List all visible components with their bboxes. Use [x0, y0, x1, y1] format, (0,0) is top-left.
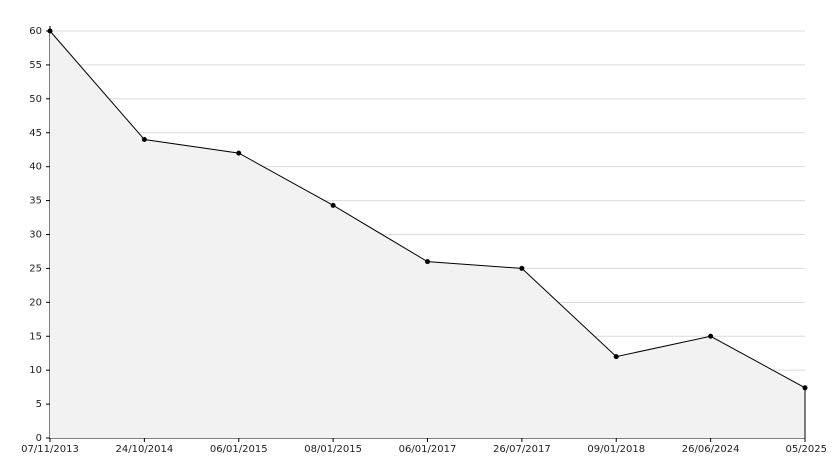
x-tick-label: 06/01/2015: [210, 444, 268, 455]
y-tick-label: 45: [29, 128, 42, 139]
x-tick-label: 06/01/2017: [399, 444, 457, 455]
x-tick-label: 05/2025: [785, 444, 827, 455]
y-tick-label: 55: [29, 60, 42, 71]
y-tick-label: 35: [29, 196, 42, 207]
y-tick-label: 20: [29, 297, 42, 308]
x-tick-label: 26/07/2017: [493, 444, 551, 455]
x-tick-label: 07/11/2013: [21, 444, 79, 455]
y-tick-label: 0: [36, 433, 42, 444]
marker: [330, 202, 336, 208]
marker: [425, 259, 430, 265]
y-tick-label: 60: [29, 26, 42, 37]
y-tick-label: 25: [29, 263, 42, 274]
marker: [519, 265, 525, 271]
x-tick-label: 09/01/2018: [587, 444, 645, 455]
marker: [802, 385, 808, 391]
y-tick-label: 10: [29, 365, 42, 376]
y-tick-label: 15: [29, 331, 42, 342]
y-tick-label: 50: [29, 94, 42, 105]
marker: [613, 354, 619, 360]
y-tick-label: 30: [29, 230, 42, 241]
x-tick-label: 08/01/2015: [304, 444, 362, 455]
area-fill: [50, 31, 805, 438]
x-tick-label: 24/10/2014: [116, 444, 174, 455]
y-tick-label: 40: [29, 162, 42, 173]
marker: [141, 137, 147, 143]
marker: [236, 150, 242, 156]
marker: [708, 333, 714, 339]
x-tick-label: 26/06/2024: [682, 444, 740, 455]
y-tick-label: 5: [36, 399, 42, 410]
marker: [47, 28, 53, 34]
